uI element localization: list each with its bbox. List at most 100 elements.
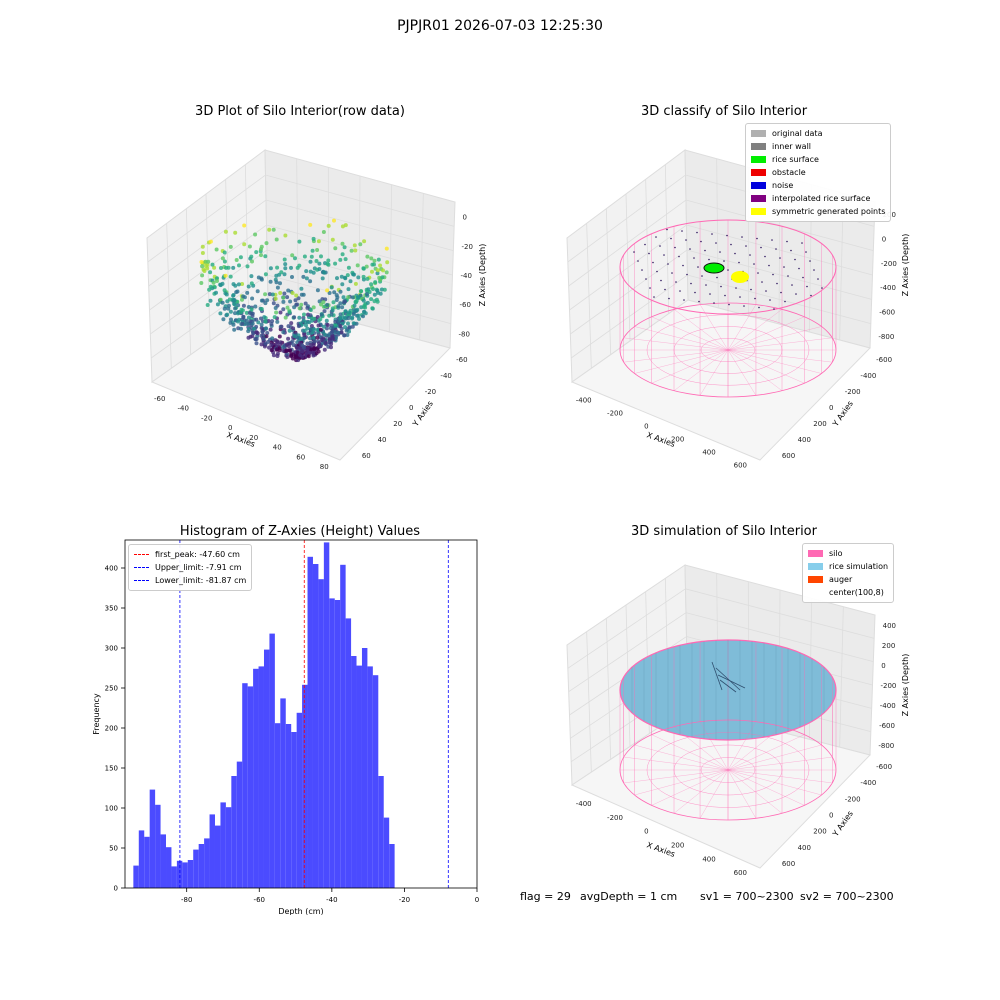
data-point [365, 276, 370, 281]
data-point [233, 311, 237, 316]
z-tick-label: 400 [883, 622, 896, 630]
data-point [312, 327, 317, 332]
data-point [231, 322, 236, 327]
cylinder-top-ring [619, 219, 837, 315]
legend-swatch [808, 576, 823, 583]
z-tick-label: -40 [461, 272, 472, 280]
histogram-bar [144, 836, 150, 888]
cylinder-spoke [727, 769, 822, 796]
interpolated-point [787, 275, 789, 277]
cylinder-spoke [673, 349, 729, 391]
data-point [302, 254, 307, 259]
legend-swatch [751, 195, 766, 202]
z-axis-label: Z Axies (Depth) [901, 234, 910, 297]
data-point [289, 321, 294, 326]
data-point [321, 300, 326, 305]
data-point [215, 302, 220, 307]
data-point [370, 306, 375, 311]
data-point [356, 313, 361, 318]
cylinder-spoke [727, 734, 805, 771]
data-point [356, 275, 361, 280]
data-point [352, 272, 356, 277]
data-point [308, 336, 312, 341]
interpolated-point [769, 299, 771, 301]
histogram-bar [269, 633, 275, 888]
interpolated-point [753, 263, 755, 265]
data-point [250, 311, 255, 316]
data-point [350, 316, 354, 321]
data-point [222, 306, 227, 311]
data-point [253, 232, 258, 237]
data-point [268, 327, 273, 332]
data-point [244, 318, 249, 323]
data-point [362, 239, 367, 244]
legend-item: first_peak: -47.60 cm [134, 548, 246, 561]
cylinder-spoke [727, 337, 833, 351]
data-point [259, 253, 263, 258]
data-point [361, 266, 366, 271]
interpolated-point [805, 251, 807, 253]
data-point [281, 348, 286, 353]
histogram-bar [198, 844, 205, 888]
interpolated-point [685, 239, 687, 241]
interpolated-point [734, 252, 736, 255]
interpolated-point [810, 294, 812, 297]
x-tick-label: 0 [644, 828, 648, 836]
data-point [286, 288, 291, 293]
legend-label: first_peak: -47.60 cm [155, 550, 240, 559]
histogram-bar [225, 807, 232, 888]
interpolated-point [653, 296, 655, 298]
data-point [341, 295, 346, 300]
floor-pane [570, 299, 871, 461]
data-point [306, 354, 311, 359]
z-tick-label: -80 [459, 330, 470, 338]
panel3-title: Histogram of Z-Axies (Height) Values [179, 524, 421, 539]
legend-label: interpolated rice surface [772, 194, 871, 203]
cylinder-spoke [699, 304, 729, 351]
histogram-bar [231, 776, 237, 888]
data-point [290, 356, 295, 361]
legend-item: Upper_limit: -7.91 cm [134, 561, 246, 574]
interpolated-point [754, 297, 756, 300]
grid-line [148, 199, 454, 287]
interpolated-point [693, 257, 695, 259]
z-tick-label: -60 [460, 301, 471, 309]
data-point [380, 275, 385, 280]
data-point [297, 263, 302, 268]
interpolated-point [780, 291, 782, 294]
data-point [346, 295, 351, 300]
data-point [377, 275, 382, 280]
legend-label: inner wall [772, 142, 812, 151]
histogram-bar [345, 618, 352, 888]
data-point [289, 265, 293, 270]
x-tick-label: 0 [644, 423, 648, 431]
data-point [375, 268, 380, 273]
interpolated-point [786, 240, 788, 243]
histogram-bar [160, 834, 166, 888]
x-tick-label: -200 [607, 410, 623, 418]
data-point [281, 299, 286, 304]
data-point [308, 313, 313, 318]
data-point [309, 324, 314, 328]
data-point [287, 328, 292, 333]
data-point [240, 282, 245, 286]
data-point [317, 299, 322, 304]
data-point [312, 335, 316, 340]
data-point [233, 306, 238, 311]
data-point [333, 322, 338, 327]
data-point [317, 261, 322, 266]
floor-pane [570, 707, 871, 869]
data-point [228, 244, 233, 249]
data-point [263, 319, 268, 324]
data-point [254, 330, 259, 335]
data-point [317, 267, 322, 271]
data-point [340, 282, 345, 287]
data-point [273, 338, 278, 343]
data-point [378, 263, 383, 268]
interpolated-point [700, 240, 702, 243]
data-point [208, 298, 213, 303]
rice-surface-cluster [703, 262, 725, 274]
y-tick-label: 100 [105, 805, 118, 813]
interpolated-point [666, 228, 668, 231]
data-point [201, 267, 206, 272]
